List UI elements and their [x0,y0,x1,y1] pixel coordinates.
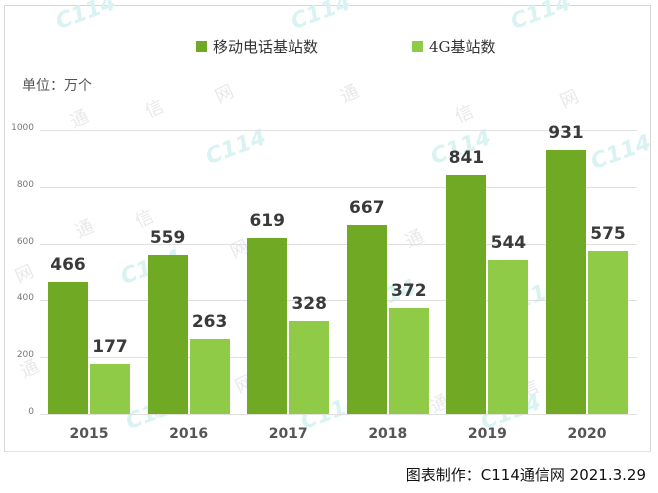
data-label: 466 [50,254,86,275]
gridline [40,414,637,415]
watermark-logo: C114 [287,0,355,35]
bar-mobile-base-stations [147,255,188,414]
footer-credit: 图表制作：C114通信网 2021.3.29 [405,466,646,484]
y-axis-tick-label: 400 [16,293,34,304]
legend-item-4g-base-stations: 4G基站数 [412,36,496,57]
x-axis-tick-label: 2016 [169,426,209,442]
watermark-text: 信 [452,101,478,128]
y-axis-tick-label: 1000 [11,123,34,133]
gridline [40,357,637,359]
gridline [40,130,637,131]
data-label: 328 [291,293,327,314]
gridline [40,243,637,245]
watermark-text: 信 [142,96,168,123]
unit-label: 单位：万个 [22,78,92,94]
x-axis-tick-label: 2017 [268,426,308,442]
bar-mobile-base-stations [546,149,586,414]
legend-swatch-dark-green [196,41,207,52]
gridline [40,186,637,188]
legend-label: 移动电话基站数 [213,38,319,56]
bar-mobile-base-stations [247,238,288,414]
watermark-text: 网 [212,81,238,108]
y-axis-tick-label: 200 [16,350,34,361]
watermark-logo: C114 [52,0,120,35]
data-label: 263 [191,312,228,333]
watermark-text: 网 [557,86,583,113]
data-label: 841 [448,148,485,169]
data-label: 931 [548,122,584,143]
bar-4g-base-stations [488,259,529,414]
watermark-logo: C114 [507,0,575,35]
data-label: 575 [590,223,626,244]
watermark-text: 通 [67,106,93,133]
x-axis-tick-label: 2015 [69,426,109,442]
legend-item-mobile-base-stations: 移动电话基站数 [196,36,318,57]
data-label: 667 [349,197,385,218]
bar-4g-base-stations [388,308,429,414]
data-label: 619 [249,211,285,232]
legend-label: 4G基站数 [429,38,496,56]
bar-4g-base-stations [189,339,230,414]
watermark-text: 通 [337,81,363,108]
chart-legend: 移动电话基站数 4G基站数 [0,36,658,56]
gridline [40,300,637,302]
x-axis-tick-label: 2019 [467,426,507,442]
y-axis-tick-label: 800 [16,179,34,190]
x-axis-tick-label: 2020 [567,426,607,442]
y-axis-tick-label: 600 [16,236,34,247]
data-label: 559 [149,228,186,249]
data-label: 544 [490,232,527,253]
watermark-text: 通 [72,216,98,243]
x-axis-tick-label: 2018 [368,426,408,442]
data-label: 177 [92,336,128,357]
y-axis-tick-label: 0 [28,407,34,417]
bar-4g-base-stations [289,320,330,414]
watermark-logo: C114 [587,130,655,175]
bar-mobile-base-stations [48,281,88,414]
watermark-logo: C114 [202,125,270,170]
data-label: 372 [391,281,427,302]
bar-4g-base-stations [90,363,130,414]
watermark-text: 网 [12,261,38,288]
bar-4g-base-stations [588,250,628,414]
bar-mobile-base-stations [446,175,487,414]
bar-mobile-base-stations [346,224,387,414]
watermark-text: 通 [402,226,428,253]
legend-swatch-light-green [412,41,423,52]
